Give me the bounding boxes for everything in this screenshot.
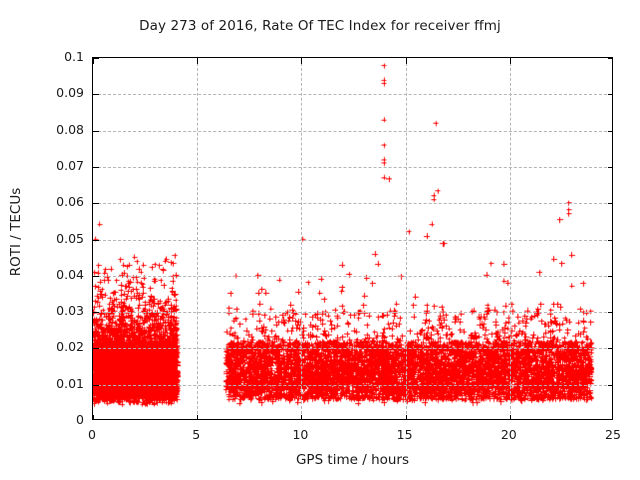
y-tick-label: 0 bbox=[76, 412, 84, 427]
gridline-horizontal bbox=[93, 130, 612, 132]
x-tick-label: 20 bbox=[500, 427, 517, 442]
y-tick-mark bbox=[608, 203, 612, 205]
gridline-horizontal bbox=[93, 348, 612, 350]
gridline-horizontal bbox=[93, 239, 612, 241]
x-tick-mark bbox=[93, 415, 94, 419]
x-axis-title: GPS time / hours bbox=[295, 452, 410, 468]
y-tick-label: 0.04 bbox=[56, 266, 84, 282]
y-tick-mark bbox=[608, 384, 612, 386]
gridline-horizontal bbox=[93, 275, 612, 277]
y-tick-mark bbox=[608, 312, 612, 314]
y-tick-mark bbox=[608, 130, 612, 132]
gridline-vertical bbox=[301, 58, 303, 419]
y-tick-mark bbox=[608, 239, 612, 241]
scatter-points-canvas bbox=[93, 58, 612, 419]
y-tick-mark bbox=[93, 348, 99, 350]
x-tick-mark bbox=[197, 58, 199, 64]
x-tick-mark bbox=[405, 415, 407, 419]
page-title: Day 273 of 2016, Rate Of TEC Index for r… bbox=[139, 18, 501, 34]
gridline-horizontal bbox=[93, 312, 612, 314]
x-tick-label: 15 bbox=[396, 427, 413, 442]
x-tick-mark bbox=[509, 58, 511, 64]
x-tick-label: 0 bbox=[88, 427, 96, 442]
x-tick-label: 5 bbox=[192, 427, 201, 442]
plot-area bbox=[92, 57, 613, 420]
y-tick-mark bbox=[93, 312, 99, 314]
y-tick-mark bbox=[93, 384, 99, 386]
y-tick-label: 0.08 bbox=[56, 121, 84, 137]
x-tick-mark bbox=[301, 58, 303, 64]
gridline-vertical bbox=[197, 58, 199, 419]
y-tick-label: 0.06 bbox=[56, 194, 84, 210]
y-tick-mark bbox=[608, 275, 612, 277]
x-tick-mark bbox=[301, 415, 303, 419]
x-tick-mark bbox=[509, 415, 511, 419]
gridline-vertical bbox=[405, 58, 407, 419]
y-tick-mark bbox=[608, 166, 612, 168]
y-tick-label: 0.05 bbox=[56, 230, 84, 246]
x-tick-mark bbox=[197, 415, 199, 419]
x-tick-label: 25 bbox=[605, 427, 621, 442]
gridline-horizontal bbox=[93, 384, 612, 386]
y-tick-mark bbox=[93, 94, 99, 96]
y-tick-mark bbox=[608, 348, 612, 350]
gridline-horizontal bbox=[93, 94, 612, 96]
y-tick-mark bbox=[608, 58, 612, 59]
y-tick-mark bbox=[608, 94, 612, 96]
gridline-vertical bbox=[509, 58, 511, 419]
y-tick-mark bbox=[93, 58, 99, 59]
x-tick-mark bbox=[405, 58, 407, 64]
gridline-horizontal bbox=[93, 203, 612, 205]
y-tick-label: 0.07 bbox=[56, 157, 84, 173]
y-tick-label: 0.02 bbox=[56, 339, 84, 355]
y-tick-mark bbox=[93, 275, 99, 277]
y-tick-mark bbox=[93, 166, 99, 168]
x-tick-label: 10 bbox=[292, 427, 309, 442]
y-tick-mark bbox=[93, 239, 99, 241]
y-tick-mark bbox=[93, 130, 99, 132]
y-axis-title: ROTI / TECUs bbox=[8, 187, 24, 277]
y-tick-label: 0.01 bbox=[56, 375, 84, 391]
y-tick-label: 0.09 bbox=[56, 85, 84, 101]
y-tick-label: 0.03 bbox=[56, 303, 84, 319]
gridline-horizontal bbox=[93, 166, 612, 168]
y-tick-mark bbox=[93, 203, 99, 205]
x-tick-mark bbox=[93, 58, 94, 64]
y-tick-label: 0.1 bbox=[64, 49, 84, 64]
